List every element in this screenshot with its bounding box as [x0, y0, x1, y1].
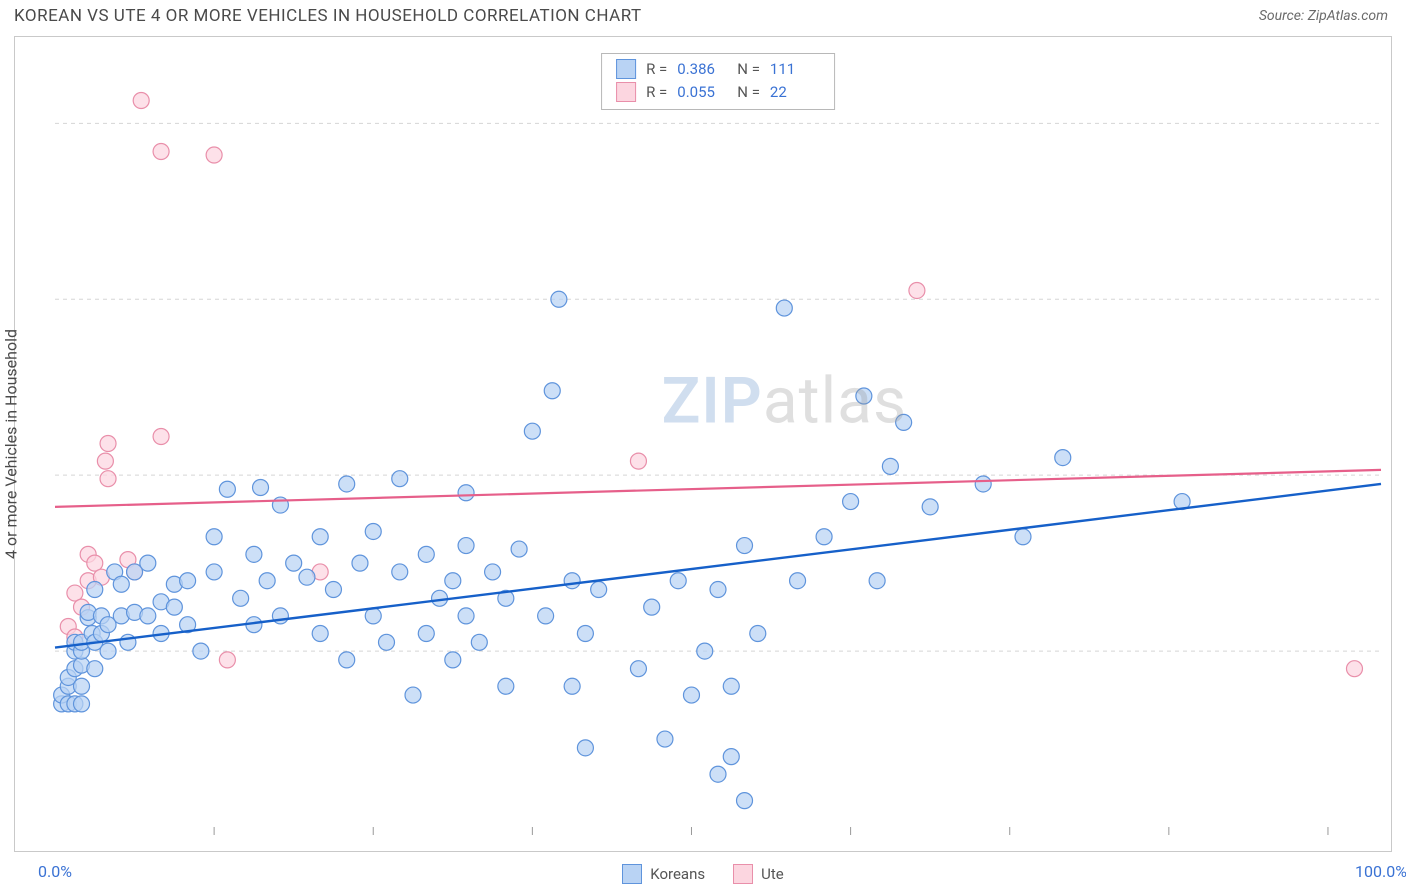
legend-label-blue: Koreans — [650, 865, 705, 883]
n-value-blue: 111 — [770, 58, 820, 81]
swatch-blue — [616, 59, 636, 79]
swatch-blue — [622, 864, 642, 884]
stats-row-blue: R = 0.386 N = 111 — [616, 58, 820, 81]
legend-item-pink: Ute — [733, 864, 784, 884]
n-value-pink: 22 — [770, 81, 820, 104]
n-label: N = — [737, 81, 760, 104]
stats-row-pink: R = 0.055 N = 22 — [616, 81, 820, 104]
legend-label-pink: Ute — [761, 865, 784, 883]
chart-container: 4 or more Vehicles in Household ZIPatlas… — [14, 36, 1392, 852]
swatch-pink — [733, 864, 753, 884]
footer-legend: Koreans Ute — [0, 864, 1406, 884]
r-value-blue: 0.386 — [677, 58, 727, 81]
plot-area: ZIPatlas R = 0.386 N = 111 R = 0.055 N =… — [55, 53, 1381, 827]
n-label: N = — [737, 58, 760, 81]
r-label: R = — [646, 81, 667, 104]
source-label: Source: ZipAtlas.com — [1259, 8, 1388, 24]
swatch-pink — [616, 82, 636, 102]
scatter-svg — [55, 53, 1381, 827]
y-axis-label: 4 or more Vehicles in Household — [2, 329, 21, 559]
legend-item-blue: Koreans — [622, 864, 705, 884]
chart-title: KOREAN VS UTE 4 OR MORE VEHICLES IN HOUS… — [14, 6, 642, 26]
r-value-pink: 0.055 — [677, 81, 727, 104]
stats-legend-box: R = 0.386 N = 111 R = 0.055 N = 22 — [601, 53, 835, 110]
r-label: R = — [646, 58, 667, 81]
